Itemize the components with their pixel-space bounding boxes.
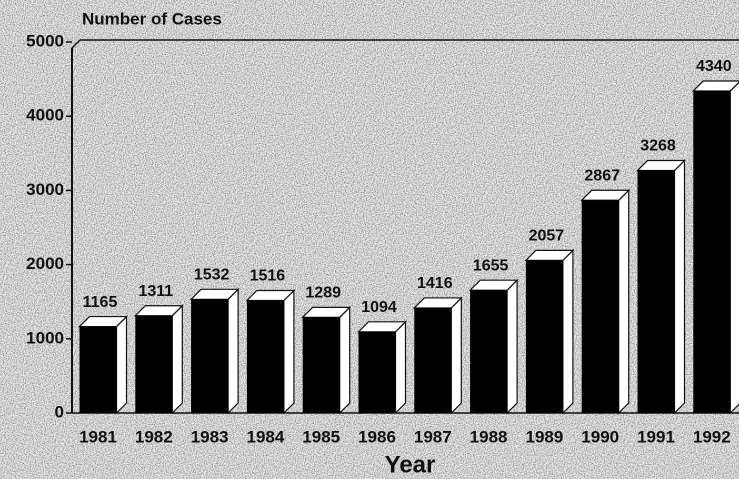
bar-side	[339, 305, 351, 415]
x-tick-label: 1981	[79, 427, 117, 446]
value-label: 1289	[305, 285, 341, 302]
bar-side	[171, 304, 183, 415]
bar	[246, 300, 284, 413]
bar	[135, 315, 173, 413]
y-tick-label: 2000	[26, 254, 64, 273]
bar-side	[283, 289, 295, 415]
bar	[358, 331, 396, 413]
x-tick-label: 1982	[135, 427, 173, 446]
bar	[525, 260, 563, 413]
x-tick-label: 1988	[470, 427, 508, 446]
bar-side	[115, 315, 128, 415]
value-label: 3268	[640, 138, 676, 155]
y-axis-label: Number of Cases	[82, 9, 222, 28]
x-tick-label: 1986	[358, 427, 396, 446]
x-axis-label: Year	[385, 451, 436, 478]
x-tick-label: 1991	[637, 427, 675, 446]
y-tick-label: 1000	[26, 328, 64, 347]
bar	[470, 290, 508, 413]
value-label: 1094	[361, 299, 397, 316]
bar	[414, 307, 452, 413]
bar	[693, 90, 731, 414]
value-label: 1416	[417, 275, 453, 292]
x-tick-label: 1985	[302, 427, 340, 446]
value-label: 1655	[473, 257, 509, 274]
bar-side	[506, 278, 518, 415]
y-tick-label: 3000	[26, 180, 64, 199]
y-tick-label: 0	[55, 402, 64, 421]
bar-side	[618, 188, 630, 415]
bar-side	[227, 287, 239, 415]
x-tick-label: 1990	[581, 427, 619, 446]
bar-side	[562, 248, 574, 415]
x-tick-label: 1989	[525, 427, 563, 446]
value-label: 1311	[138, 283, 173, 300]
x-tick-label: 1983	[191, 427, 229, 446]
bar	[302, 317, 340, 413]
value-label: 1165	[83, 294, 118, 311]
bar-side	[673, 159, 686, 415]
value-label: 1532	[194, 267, 230, 284]
bar-side	[729, 81, 739, 415]
value-label: 2057	[529, 228, 565, 245]
axis-corner	[71, 39, 81, 49]
y-tick-label: 5000	[26, 31, 64, 50]
x-tick-label: 1992	[693, 427, 731, 446]
bar	[581, 200, 619, 413]
bar	[637, 170, 675, 413]
bar-side	[394, 320, 407, 415]
x-tick-label: 1987	[414, 427, 452, 446]
value-label: 2867	[584, 167, 620, 184]
bar	[79, 326, 117, 413]
bar	[191, 299, 229, 413]
x-tick-label: 1984	[246, 427, 284, 446]
value-label: 4340	[696, 58, 732, 75]
value-label: 1516	[250, 268, 286, 285]
y-tick-label: 4000	[26, 106, 64, 125]
bar-side	[450, 296, 462, 415]
